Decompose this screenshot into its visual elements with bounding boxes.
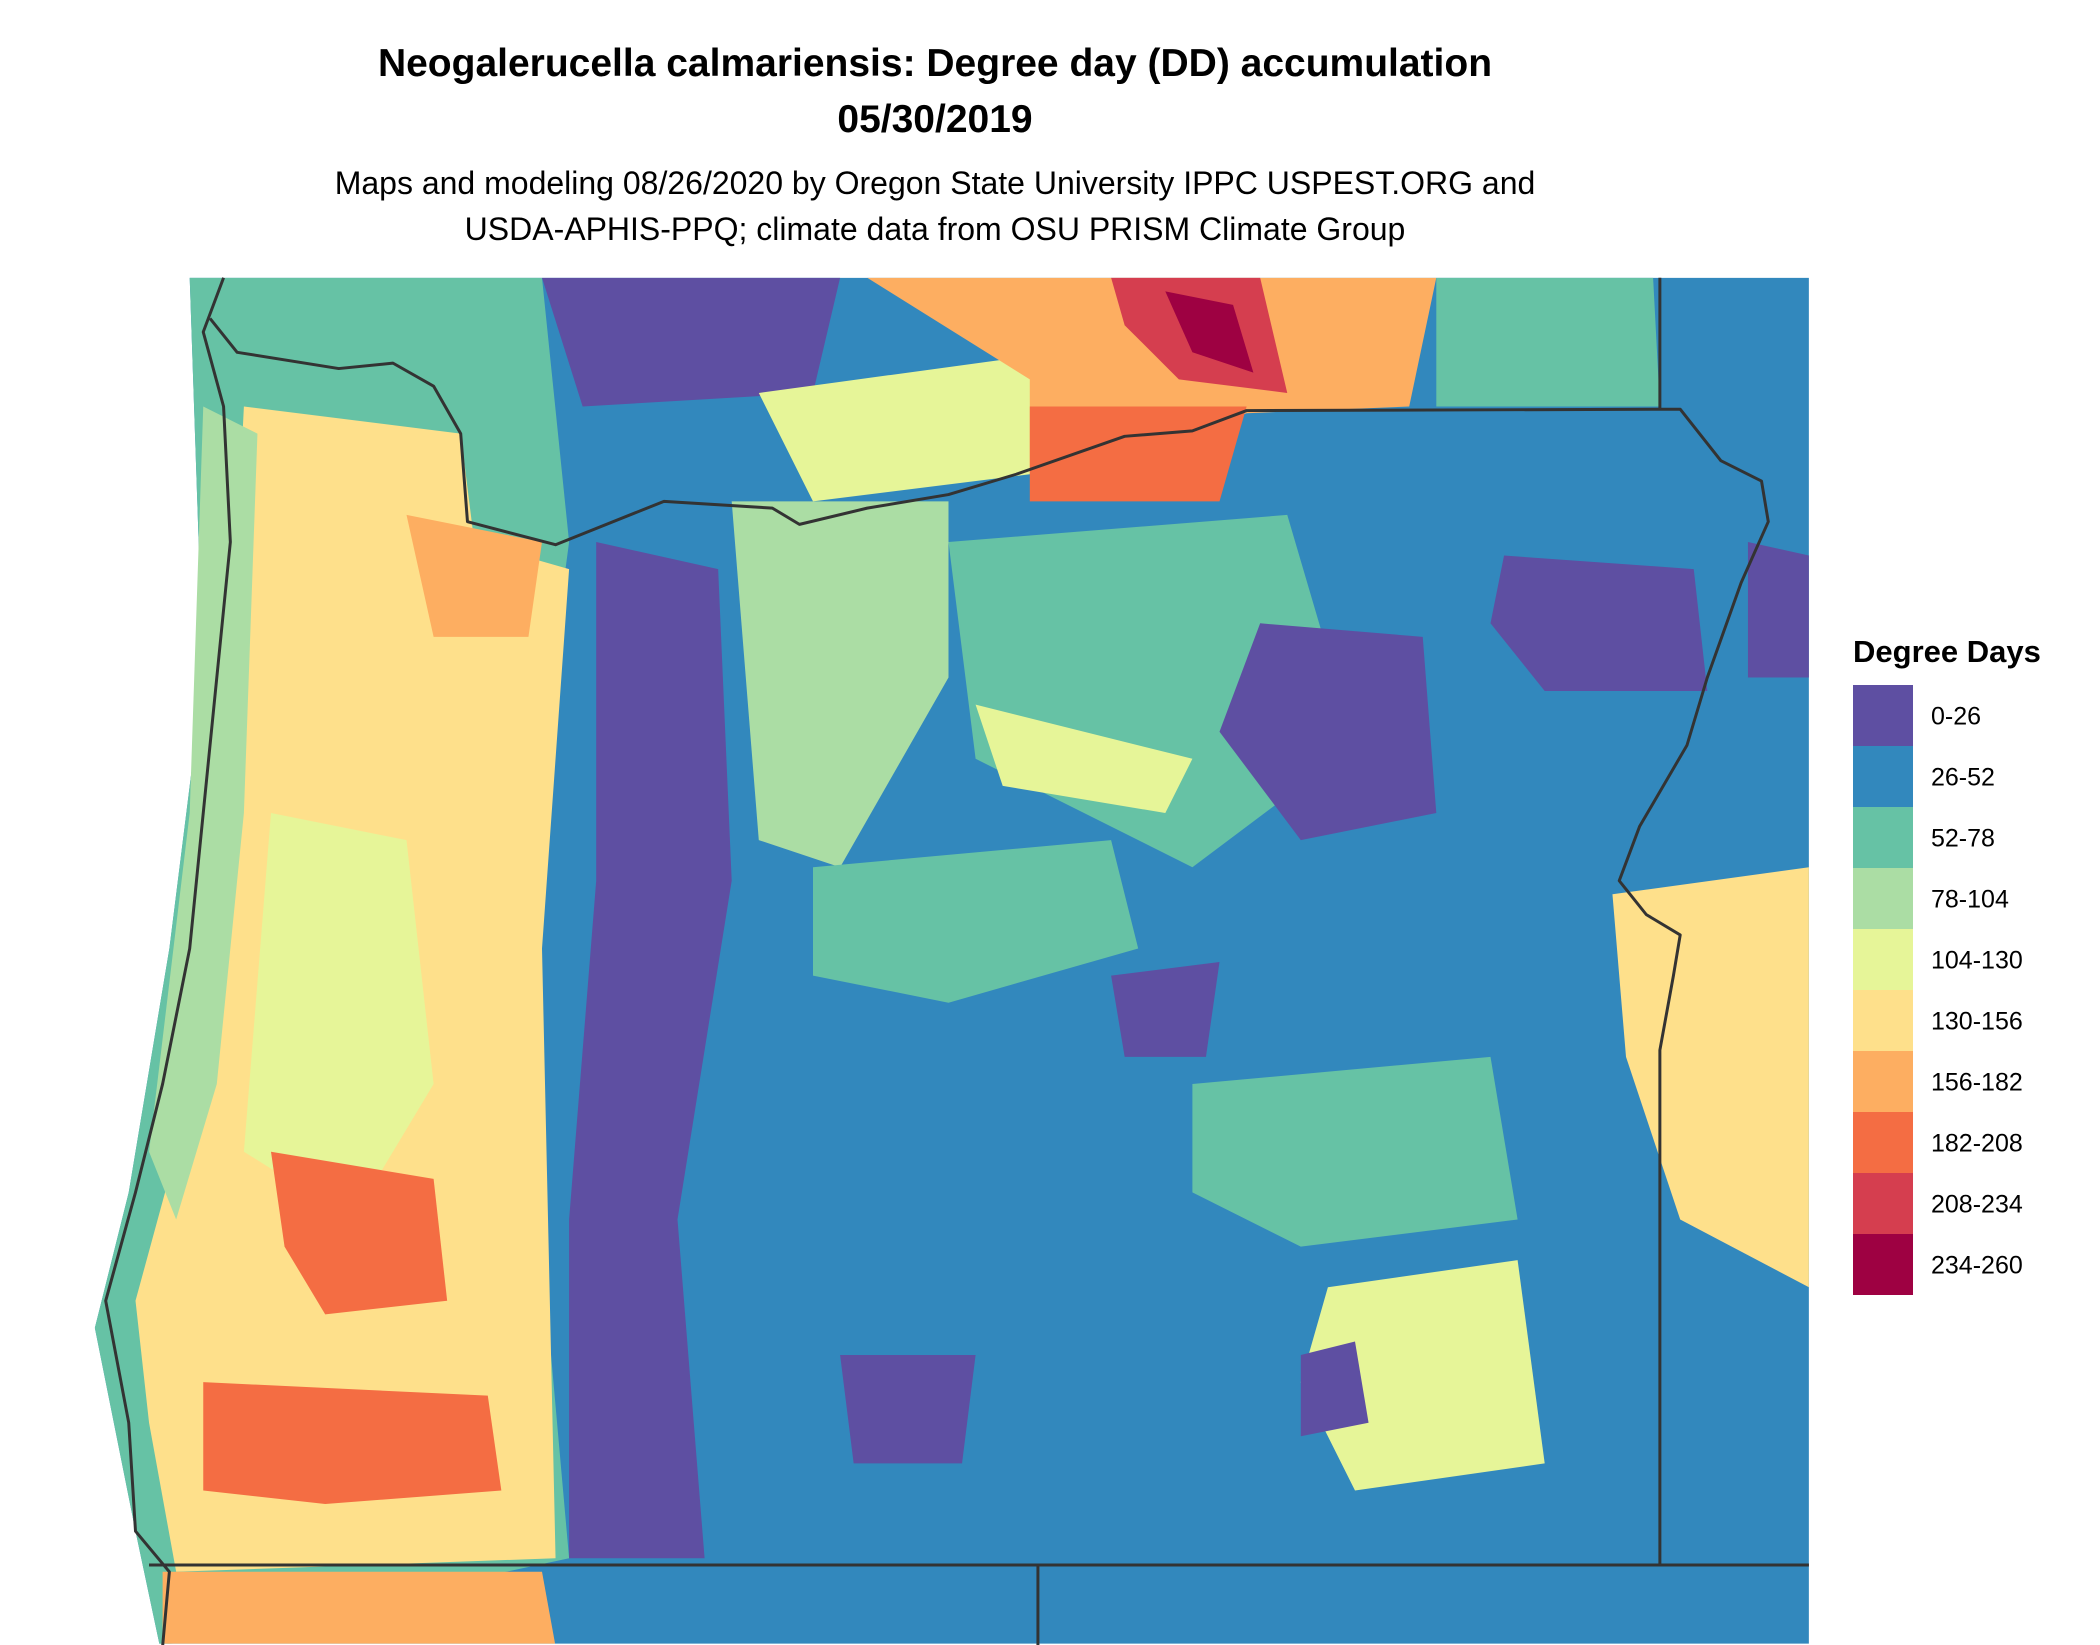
region bbox=[406, 514, 542, 637]
coastline bbox=[104, 277, 232, 1645]
legend-swatch bbox=[1853, 1112, 1913, 1173]
region bbox=[162, 1571, 556, 1644]
legend-swatch bbox=[1853, 868, 1913, 929]
map bbox=[94, 277, 1809, 1645]
legend-swatch bbox=[1853, 746, 1913, 807]
legend-label: 0-26 bbox=[1931, 703, 1981, 731]
date: 05/30/2019 bbox=[837, 98, 1032, 141]
region bbox=[1165, 291, 1254, 373]
region bbox=[271, 1151, 448, 1315]
legend-label: 208-234 bbox=[1931, 1191, 2023, 1219]
region bbox=[840, 1355, 976, 1464]
region bbox=[975, 704, 1193, 813]
legend-label: 26-52 bbox=[1931, 764, 1995, 792]
subtitle: USDA-APHIS-PPQ; climate data from OSU PR… bbox=[465, 211, 1406, 247]
region bbox=[867, 277, 1437, 475]
legend-swatch bbox=[1853, 990, 1913, 1051]
legend-swatch bbox=[1853, 1051, 1913, 1112]
region bbox=[1300, 1260, 1545, 1491]
region bbox=[1111, 962, 1220, 1057]
legend-swatch bbox=[1853, 685, 1913, 746]
legend-swatch bbox=[1853, 1173, 1913, 1234]
legend-label: 78-104 bbox=[1931, 886, 2009, 914]
legend-label: 182-208 bbox=[1931, 1130, 2023, 1158]
region bbox=[1612, 867, 1809, 1288]
state-border bbox=[149, 1563, 1809, 1645]
region bbox=[542, 277, 841, 407]
region bbox=[1029, 406, 1247, 502]
region bbox=[203, 1382, 502, 1505]
region bbox=[1192, 1056, 1518, 1247]
legend-label: 104-130 bbox=[1931, 947, 2023, 975]
legend: 0-26 26-52 52-78 78-104 104-130 130-156 156-18… bbox=[1853, 685, 2023, 1295]
region bbox=[731, 501, 949, 868]
subtitle: Maps and modeling 08/26/2020 by Oregon S… bbox=[335, 165, 1536, 201]
title: Neogalerucella calmariensis: Degree day … bbox=[378, 42, 1492, 85]
legend-label: 52-78 bbox=[1931, 825, 1995, 853]
raster bbox=[94, 277, 1809, 1644]
region bbox=[243, 813, 434, 1220]
legend-swatch bbox=[1853, 929, 1913, 990]
legend-label: 234-260 bbox=[1931, 1252, 2023, 1280]
region bbox=[813, 840, 1139, 1003]
legend-label: 130-156 bbox=[1931, 1008, 2023, 1036]
region bbox=[1219, 623, 1437, 841]
region bbox=[1436, 277, 1660, 407]
region bbox=[1490, 555, 1708, 692]
region bbox=[758, 352, 1057, 502]
legend-title: Degree Days bbox=[1853, 634, 2041, 669]
region bbox=[569, 542, 732, 1559]
legend-swatch bbox=[1853, 807, 1913, 868]
state-border bbox=[208, 317, 1770, 1566]
legend-label: 156-182 bbox=[1931, 1069, 2023, 1097]
legend-swatch bbox=[1853, 1234, 1913, 1295]
region bbox=[1747, 542, 1809, 678]
region bbox=[1300, 1341, 1369, 1437]
